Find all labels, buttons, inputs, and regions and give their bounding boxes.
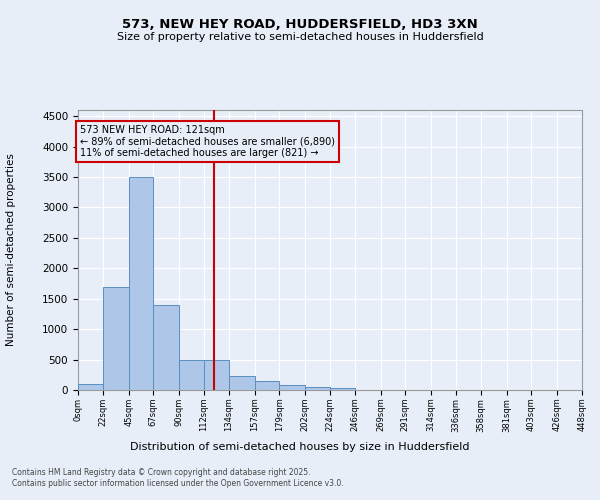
Bar [103,286,128,390]
Bar [179,360,204,390]
Text: Size of property relative to semi-detached houses in Huddersfield: Size of property relative to semi-detach… [116,32,484,42]
Bar [154,305,179,390]
Text: Contains HM Land Registry data © Crown copyright and database right 2025.
Contai: Contains HM Land Registry data © Crown c… [12,468,344,487]
Bar [330,388,355,390]
Bar [280,385,305,390]
Text: Distribution of semi-detached houses by size in Huddersfield: Distribution of semi-detached houses by … [130,442,470,452]
Bar [78,384,103,390]
Text: 573 NEW HEY ROAD: 121sqm
← 89% of semi-detached houses are smaller (6,890)
11% o: 573 NEW HEY ROAD: 121sqm ← 89% of semi-d… [80,125,335,158]
Bar [128,177,154,390]
Text: Number of semi-detached properties: Number of semi-detached properties [6,154,16,346]
Text: 573, NEW HEY ROAD, HUDDERSFIELD, HD3 3XN: 573, NEW HEY ROAD, HUDDERSFIELD, HD3 3XN [122,18,478,30]
Bar [229,376,254,390]
Bar [254,382,280,390]
Bar [204,360,229,390]
Bar [305,386,330,390]
